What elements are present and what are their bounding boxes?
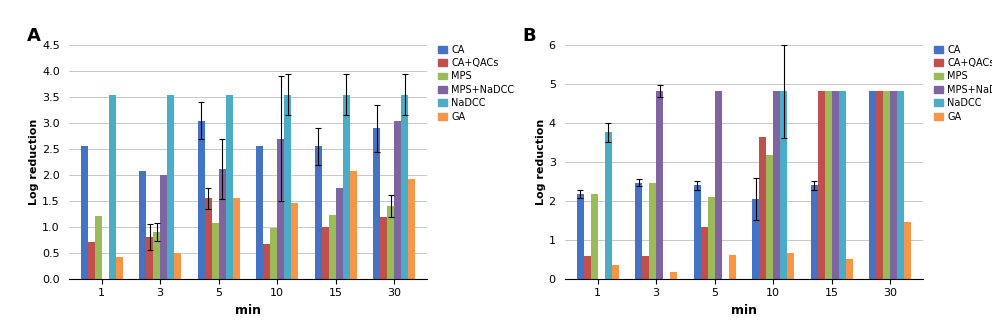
Bar bbox=[707, 197, 714, 279]
Bar bbox=[898, 91, 905, 279]
Bar bbox=[168, 95, 175, 279]
Bar bbox=[270, 228, 278, 279]
Bar bbox=[583, 256, 590, 279]
Bar bbox=[387, 206, 395, 279]
Bar bbox=[714, 91, 722, 279]
Bar bbox=[204, 198, 211, 279]
Bar bbox=[292, 203, 299, 279]
Bar bbox=[175, 253, 182, 279]
Bar bbox=[846, 259, 853, 279]
Bar bbox=[328, 215, 336, 279]
Bar bbox=[314, 146, 321, 279]
Bar bbox=[321, 227, 328, 279]
Bar bbox=[635, 183, 642, 279]
Bar bbox=[278, 139, 285, 279]
Bar bbox=[146, 237, 153, 279]
Bar bbox=[233, 198, 240, 279]
Bar bbox=[693, 185, 700, 279]
Bar bbox=[869, 91, 876, 279]
Bar bbox=[87, 242, 94, 279]
Bar bbox=[94, 216, 101, 279]
Bar bbox=[729, 255, 736, 279]
Bar bbox=[891, 91, 898, 279]
Bar bbox=[153, 232, 160, 279]
Bar bbox=[160, 175, 168, 279]
Y-axis label: Log reduction: Log reduction bbox=[536, 119, 546, 205]
Bar bbox=[256, 146, 263, 279]
Bar bbox=[576, 194, 583, 279]
Bar bbox=[905, 222, 912, 279]
Bar bbox=[590, 194, 597, 279]
Bar bbox=[788, 253, 795, 279]
Bar bbox=[656, 91, 664, 279]
Bar bbox=[402, 95, 409, 279]
Bar bbox=[759, 137, 766, 279]
Bar bbox=[774, 91, 781, 279]
Bar bbox=[876, 91, 883, 279]
Bar bbox=[839, 91, 846, 279]
Bar bbox=[605, 133, 612, 279]
Bar bbox=[211, 223, 218, 279]
Bar bbox=[263, 244, 270, 279]
Bar bbox=[395, 121, 402, 279]
Bar bbox=[116, 257, 123, 279]
Bar bbox=[343, 95, 350, 279]
Bar bbox=[350, 171, 357, 279]
Bar bbox=[824, 91, 832, 279]
Y-axis label: Log reduction: Log reduction bbox=[29, 119, 40, 205]
Bar bbox=[810, 185, 817, 279]
Legend: CA, CA+QACs, MPS, MPS+NaDCC, NaDCC, GA: CA, CA+QACs, MPS, MPS+NaDCC, NaDCC, GA bbox=[434, 41, 518, 125]
Bar bbox=[700, 227, 707, 279]
Bar bbox=[380, 217, 387, 279]
Bar bbox=[752, 199, 759, 279]
Bar bbox=[649, 183, 656, 279]
Bar bbox=[671, 272, 678, 279]
Bar bbox=[883, 91, 891, 279]
Bar bbox=[817, 91, 824, 279]
Bar bbox=[409, 179, 416, 279]
X-axis label: min: min bbox=[731, 304, 757, 317]
Text: B: B bbox=[523, 27, 537, 45]
Bar bbox=[285, 95, 292, 279]
Bar bbox=[373, 128, 380, 279]
Bar bbox=[642, 257, 649, 279]
Bar bbox=[832, 91, 839, 279]
Bar bbox=[218, 169, 226, 279]
X-axis label: min: min bbox=[235, 304, 261, 317]
Bar bbox=[226, 95, 233, 279]
Text: A: A bbox=[27, 27, 41, 45]
Bar bbox=[139, 171, 146, 279]
Bar bbox=[781, 91, 788, 279]
Bar bbox=[766, 155, 774, 279]
Bar bbox=[197, 121, 204, 279]
Bar bbox=[109, 95, 116, 279]
Bar bbox=[80, 146, 87, 279]
Bar bbox=[336, 188, 343, 279]
Legend: CA, CA+QACs, MPS, MPS+NaDCC, NaDCC, GA: CA, CA+QACs, MPS, MPS+NaDCC, NaDCC, GA bbox=[930, 41, 992, 125]
Bar bbox=[612, 265, 619, 279]
